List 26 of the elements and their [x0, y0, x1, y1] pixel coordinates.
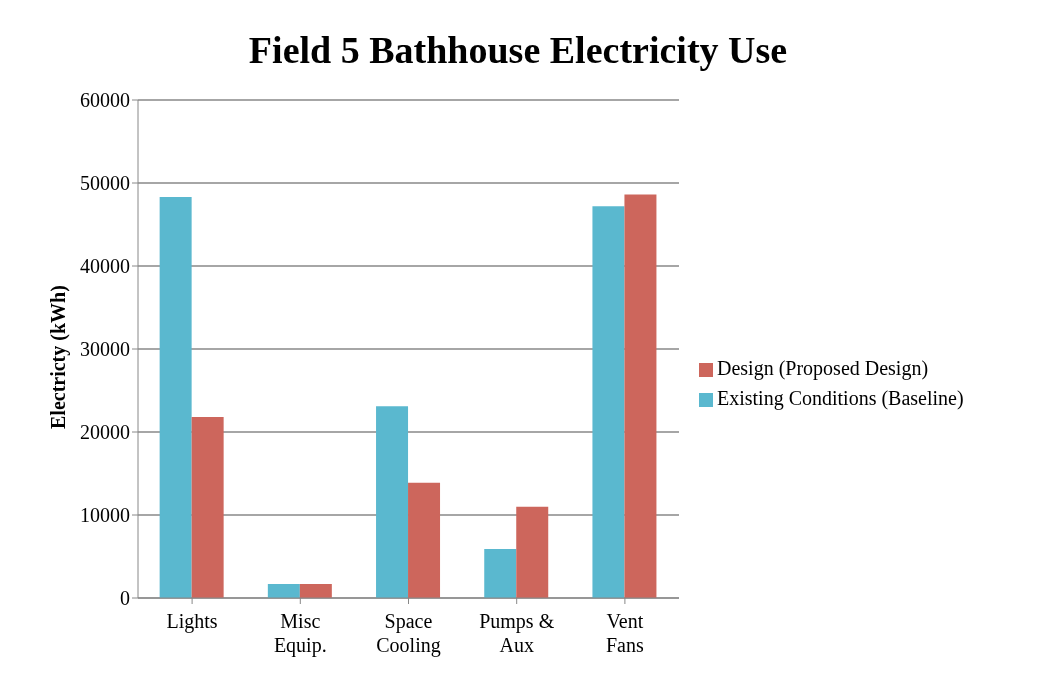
bar	[592, 206, 625, 598]
bar	[516, 506, 549, 598]
y-tick-label: 0	[120, 587, 130, 610]
x-tick-label: Pumps & Aux	[479, 610, 555, 656]
x-tick-label: Lights	[166, 610, 218, 633]
bar	[376, 406, 409, 598]
bar	[408, 482, 441, 598]
legend-label: Existing Conditions (Baseline)	[717, 387, 964, 409]
bar	[299, 583, 332, 598]
bar	[191, 417, 224, 598]
y-tick-label: 10000	[80, 504, 130, 527]
bar	[159, 197, 192, 598]
x-tick-label: Misc Equip.	[273, 610, 327, 657]
y-tick-label: 20000	[80, 421, 130, 444]
y-tick-label: 50000	[80, 172, 130, 195]
y-tick-label: 60000	[80, 89, 130, 112]
x-tick-label: Vent Fans	[606, 610, 644, 656]
y-tick-label: 40000	[80, 255, 130, 278]
legend-label: Design (Proposed Design)	[717, 357, 929, 379]
bar	[484, 549, 517, 598]
x-tick-label: Space Cooling	[376, 610, 441, 657]
y-axis-title: Electricty (kWh)	[47, 285, 71, 429]
bar	[624, 194, 657, 598]
bar	[267, 583, 300, 598]
y-tick-label: 30000	[80, 338, 130, 361]
chart-title: Field 5 Bathhouse Electricity Use	[247, 28, 789, 73]
